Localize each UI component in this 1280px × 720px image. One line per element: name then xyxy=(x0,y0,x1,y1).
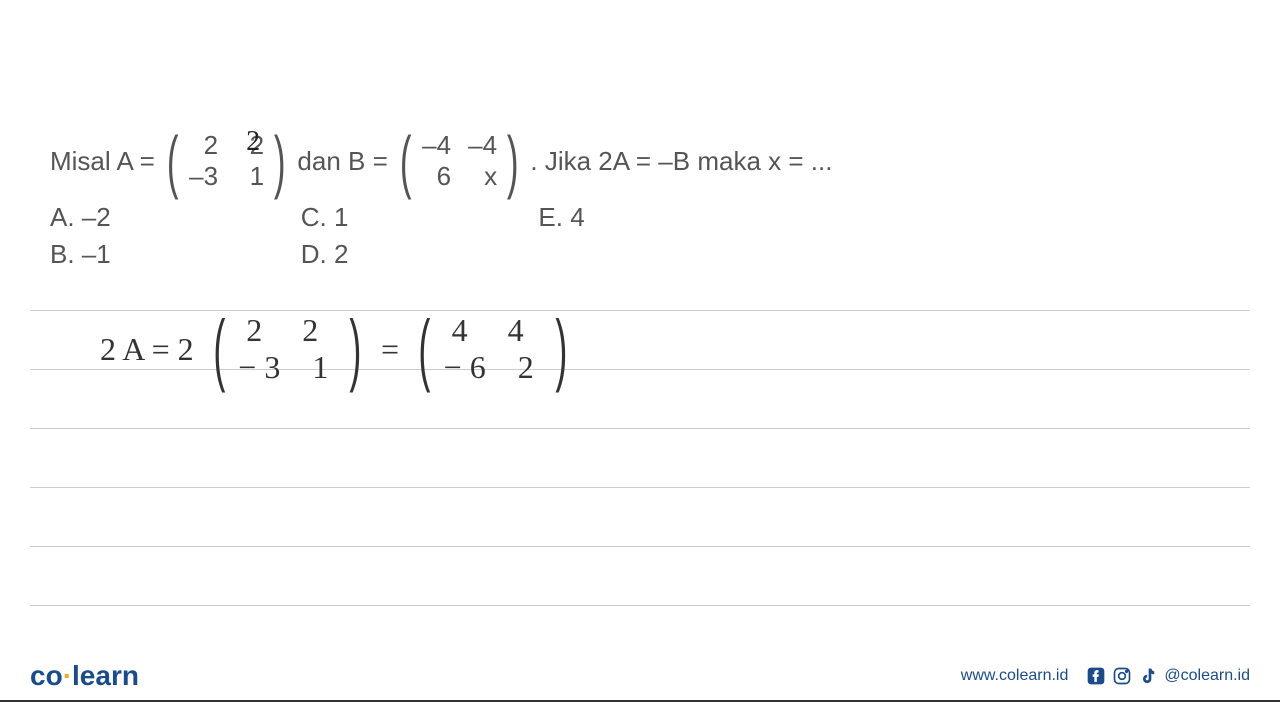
hw-eq: = xyxy=(381,331,399,368)
matrix-a-cell-00: 2 xyxy=(188,130,218,161)
options-col-1: A. –2 B. –1 xyxy=(50,202,111,270)
matrix-b: ( –4 –4 6 x ) xyxy=(394,130,525,192)
hw-m2-10: − 6 xyxy=(444,349,486,386)
matrix-b-cell-01: –4 xyxy=(467,130,497,161)
paren-left-icon: ( xyxy=(167,133,179,189)
option-c: C. 1 xyxy=(301,202,349,233)
logo-text-right: learn xyxy=(72,660,139,691)
matrix-a-row-0: 2 2 2 xyxy=(188,130,264,161)
logo-dot: · xyxy=(63,660,72,691)
matrix-a: ( 2 2 2 –3 1 ) xyxy=(161,130,292,192)
tiktok-icon xyxy=(1138,666,1158,686)
options-row: A. –2 B. –1 C. 1 D. 2 E. 4 xyxy=(50,202,1230,270)
option-e: E. 4 xyxy=(538,202,584,233)
hw-matrix-2: ( 4 4 − 6 2 ) xyxy=(411,312,574,386)
options-col-2: C. 1 D. 2 xyxy=(301,202,349,270)
hw-lhs: 2 A = 2 xyxy=(100,331,194,368)
logo-text-left: co xyxy=(30,660,63,691)
paren-right-icon: ) xyxy=(507,133,519,189)
matrix-a-cell-11: 1 xyxy=(234,161,264,192)
options-col-3: E. 4 xyxy=(538,202,584,270)
logo: co·learn xyxy=(30,660,139,692)
option-a: A. –2 xyxy=(50,202,111,233)
rule-line xyxy=(30,487,1250,488)
matrix-b-body: –4 –4 6 x xyxy=(417,130,501,192)
paren-right-icon: ) xyxy=(274,133,286,189)
hw-matrix-2-body: 4 4 − 6 2 xyxy=(438,312,548,386)
matrix-b-row-1: 6 x xyxy=(421,161,497,192)
matrix-a-cell-01: 2 2 xyxy=(234,130,264,161)
matrix-a-row-1: –3 1 xyxy=(188,161,264,192)
text-dan: dan B = xyxy=(297,146,387,177)
hw-m2-01: 4 xyxy=(500,312,532,349)
option-b: B. –1 xyxy=(50,239,111,270)
matrix-b-cell-11: x xyxy=(467,161,497,192)
paren-left-icon: ( xyxy=(213,319,225,379)
footer: co·learn www.colearn.id @colearn.id xyxy=(0,660,1280,702)
matrix-b-row-0: –4 –4 xyxy=(421,130,497,161)
hw-matrix-1: ( 2 2 − 3 1 ) xyxy=(206,312,369,386)
rule-line xyxy=(30,605,1250,606)
handwrite-correction: 2 xyxy=(246,126,260,158)
text-misal: Misal A = xyxy=(50,146,155,177)
hw-m2-row-1: − 6 2 xyxy=(444,349,542,386)
paren-left-icon: ( xyxy=(400,133,412,189)
hw-m2-11: 2 xyxy=(510,349,542,386)
handwritten-work: 2 A = 2 ( 2 2 − 3 1 ) = ( 4 4 − 6 2 xyxy=(100,312,574,386)
rule-line xyxy=(30,546,1250,547)
hw-m2-00: 4 xyxy=(444,312,476,349)
hw-matrix-1-body: 2 2 − 3 1 xyxy=(232,312,342,386)
hw-m1-row-0: 2 2 xyxy=(238,312,336,349)
hw-m1-01: 2 xyxy=(294,312,326,349)
matrix-b-cell-10: 6 xyxy=(421,161,451,192)
footer-url: www.colearn.id xyxy=(961,667,1069,685)
matrix-a-cell-10: –3 xyxy=(188,161,218,192)
paren-right-icon: ) xyxy=(350,319,362,379)
social-icons: @colearn.id xyxy=(1086,666,1250,686)
hw-m1-00: 2 xyxy=(238,312,270,349)
instagram-icon xyxy=(1112,666,1132,686)
matrix-b-cell-00: –4 xyxy=(421,130,451,161)
hw-m1-11: 1 xyxy=(304,349,336,386)
hw-m1-row-1: − 3 1 xyxy=(238,349,336,386)
hw-m1-10: − 3 xyxy=(238,349,280,386)
footer-handle: @colearn.id xyxy=(1164,667,1250,685)
question-area: Misal A = ( 2 2 2 –3 1 ) dan B = ( xyxy=(0,0,1280,270)
text-jika: . Jika 2A = –B maka x = ... xyxy=(530,146,832,177)
paren-left-icon: ( xyxy=(418,319,430,379)
paren-right-icon: ) xyxy=(555,319,567,379)
facebook-icon xyxy=(1086,666,1106,686)
matrix-a-body: 2 2 2 –3 1 xyxy=(184,130,268,192)
rule-line xyxy=(30,428,1250,429)
option-d: D. 2 xyxy=(301,239,349,270)
question-text: Misal A = ( 2 2 2 –3 1 ) dan B = ( xyxy=(50,130,1230,192)
footer-right: www.colearn.id @colearn.id xyxy=(961,666,1250,686)
hw-m2-row-0: 4 4 xyxy=(444,312,542,349)
